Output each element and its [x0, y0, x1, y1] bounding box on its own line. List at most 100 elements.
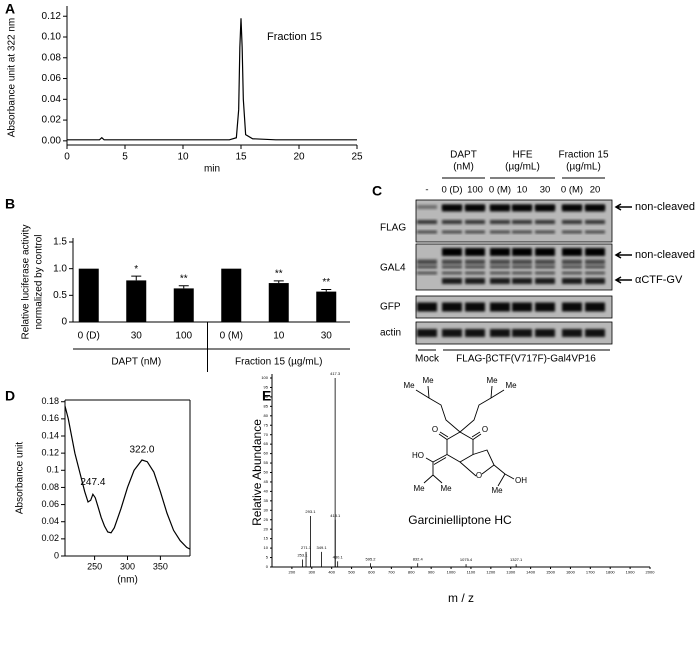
compound-name: Garcinielliptone HC — [408, 513, 512, 527]
y-axis-label: Relative Abundance — [250, 419, 264, 526]
x-tick-label: 1300 — [506, 569, 516, 574]
blot-band — [562, 278, 582, 284]
blot-band — [585, 302, 605, 312]
significance: ** — [322, 277, 330, 288]
arrow — [614, 203, 632, 211]
blot-band — [562, 248, 582, 256]
atom-label: Me — [403, 381, 415, 390]
blot-band — [490, 302, 510, 312]
y-tick-label: 0.12 — [41, 448, 59, 458]
mock-label: Mock — [415, 354, 440, 365]
treatment-label: HFE — [513, 150, 533, 161]
y-tick-label: 40 — [264, 488, 269, 493]
bar — [126, 280, 147, 322]
x-tick-label: 600 — [368, 569, 375, 574]
lane-label: 0 (M) — [561, 185, 583, 196]
panel-label: A — [5, 1, 15, 17]
x-tick-label: 0 (M) — [220, 331, 243, 342]
y-tick-label: 1.0 — [53, 263, 67, 274]
blot-band — [585, 271, 605, 275]
blot-band — [417, 205, 437, 209]
x-tick-label: 1800 — [606, 569, 616, 574]
y-tick-label: 0.04 — [41, 516, 59, 526]
blot-band — [490, 248, 510, 256]
blot-band — [465, 205, 485, 209]
blot-band — [465, 220, 485, 224]
error-bar — [321, 288, 332, 292]
atom-label: Me — [440, 484, 452, 493]
bar — [221, 268, 242, 322]
blot-band — [417, 271, 437, 275]
row-label: GAL4 — [380, 263, 406, 274]
bar — [173, 288, 194, 322]
x-tick-label: 25 — [351, 152, 363, 163]
blot-band — [490, 265, 510, 269]
y-tick-label: 0.02 — [41, 533, 59, 543]
blot-band — [512, 329, 532, 337]
y-axis-label: Absorbance unit — [15, 442, 26, 514]
error-bar — [131, 275, 142, 281]
y-tick-label: 0.14 — [41, 430, 59, 440]
atom-label: OH — [515, 476, 527, 485]
y-tick-label: 70 — [264, 432, 269, 437]
blot-band — [535, 220, 555, 224]
y-tick-label: 0.06 — [42, 73, 62, 84]
x-axis-label: (nm) — [117, 575, 138, 586]
y-tick-label: 0.04 — [42, 94, 62, 105]
blot-band — [442, 329, 462, 337]
y-tick-label: 0.02 — [42, 115, 62, 126]
y-tick-label: 0.18 — [41, 396, 59, 406]
x-tick-label: 400 — [328, 569, 335, 574]
blot-band — [490, 259, 510, 265]
y-tick-label: 25 — [264, 517, 269, 522]
blot-band — [585, 230, 605, 234]
error-bar — [273, 280, 284, 284]
x-tick-label: 300 — [120, 562, 135, 572]
bar — [268, 283, 289, 322]
y-tick-label: 75 — [264, 422, 269, 427]
blot-band — [512, 205, 532, 209]
blot-band — [490, 205, 510, 209]
panel-label: E — [262, 388, 271, 404]
blot-band — [465, 230, 485, 234]
blot-band — [562, 220, 582, 224]
y-tick-label: 45 — [264, 479, 269, 484]
blot-band — [585, 205, 605, 209]
blot-band — [585, 329, 605, 337]
peak-label: 832.4 — [413, 556, 424, 561]
data-line — [67, 18, 357, 141]
blot-band — [465, 278, 485, 284]
blot-band — [490, 220, 510, 224]
y-axis-label: Absorbance unit at 322 nm — [7, 18, 18, 138]
blot-band — [535, 329, 555, 337]
treatment-label: (nM) — [453, 162, 474, 173]
treatment-label: Fraction 15 — [558, 150, 608, 161]
lane-label: 20 — [590, 185, 601, 196]
y-tick-label: 0.1 — [46, 465, 59, 475]
y-tick-label: 50 — [264, 470, 269, 475]
blot-band — [442, 271, 462, 275]
significance: * — [134, 264, 138, 275]
y-tick-label: 1.5 — [53, 237, 67, 248]
peak-label: 430.1 — [333, 554, 344, 559]
y-tick-label: 0 — [61, 317, 67, 328]
construct-label: FLAG-βCTF(V717F)-Gal4VP16 — [456, 354, 596, 365]
y-tick-label: 0.00 — [42, 135, 62, 146]
x-tick-label: 300 — [308, 569, 315, 574]
blot-band — [562, 271, 582, 275]
x-tick-label: 350 — [153, 562, 168, 572]
blot-band — [442, 205, 462, 209]
y-axis-label: Relative luciferase activity — [21, 224, 32, 339]
blot-band — [512, 248, 532, 256]
band-label: αCTF-GV — [635, 274, 683, 286]
blot-band — [535, 271, 555, 275]
significance: ** — [180, 273, 188, 284]
blot-band — [585, 259, 605, 265]
structure-bonds — [415, 385, 515, 487]
atom-label: O — [482, 425, 488, 434]
blot-band — [562, 329, 582, 337]
atom-label: Me — [505, 381, 517, 390]
atom-label: O — [476, 471, 482, 480]
x-axis-label: m / z — [448, 591, 474, 605]
data-line — [64, 405, 191, 550]
